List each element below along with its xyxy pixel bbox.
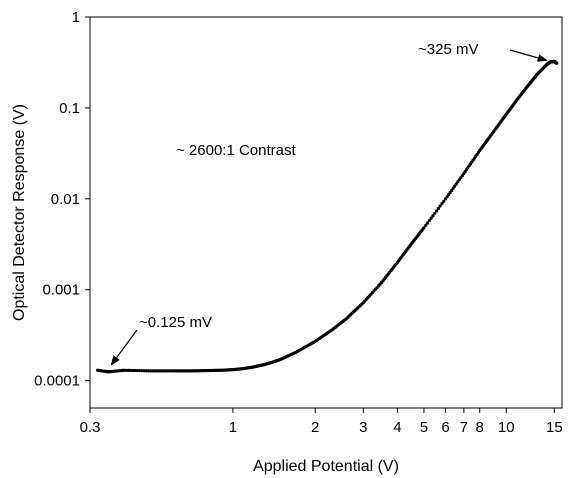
x-tick-label: 6 xyxy=(441,419,449,436)
data-point xyxy=(424,223,428,227)
plot-frame xyxy=(89,16,563,409)
data-point xyxy=(555,61,559,65)
data-point xyxy=(427,218,431,223)
x-tick-label: 10 xyxy=(498,419,515,436)
data-point xyxy=(438,204,442,208)
annotation-contrast-label: ~ 2600:1 Contrast xyxy=(176,142,296,159)
annotation-peak-arrow xyxy=(509,49,548,62)
x-tick-label: 8 xyxy=(476,419,484,436)
annotation-peak-label: ~325 mV xyxy=(418,41,478,58)
x-tick-label: 4 xyxy=(393,419,401,436)
x-tick-label: 1 xyxy=(229,419,237,436)
annotation-floor-arrow xyxy=(110,329,138,366)
plot-border xyxy=(89,16,563,409)
y-tick-label: 0.0001 xyxy=(34,373,80,390)
annotation-floor-label: ~0.125 mV xyxy=(139,314,212,331)
x-tick-label: 7 xyxy=(460,419,468,436)
x-tick-label: 3 xyxy=(359,419,367,436)
y-tick-label: 0.1 xyxy=(59,100,80,117)
x-tick-label: 15 xyxy=(546,419,563,436)
axis-ticks: 0.3 1 2 3 4 5 6 7 8 10 15 0.0001 0.001 0.01 0.1 1 xyxy=(34,9,563,436)
x-axis-label: Applied Potential (V) xyxy=(253,458,399,475)
data-point xyxy=(422,226,426,230)
x-tick-label: 0.3 xyxy=(80,419,101,436)
data-point xyxy=(431,214,435,218)
data-point xyxy=(433,211,437,215)
x-tick-label: 5 xyxy=(420,419,428,436)
data-point xyxy=(429,216,433,220)
data-point xyxy=(442,199,446,203)
data-point xyxy=(425,221,430,225)
data-point xyxy=(434,209,439,213)
data-point xyxy=(436,206,440,211)
data-series xyxy=(96,59,559,374)
x-tick-label: 2 xyxy=(311,419,319,436)
y-tick-label: 1 xyxy=(72,9,80,26)
y-tick-label: 0.01 xyxy=(51,191,80,208)
y-tick-label: 0.001 xyxy=(42,282,80,299)
data-point xyxy=(440,202,444,206)
y-axis-label: Optical Detector Response (V) xyxy=(11,104,28,321)
annotations: ~325 mV ~0.125 mV ~ 2600:1 Contrast xyxy=(110,41,548,366)
